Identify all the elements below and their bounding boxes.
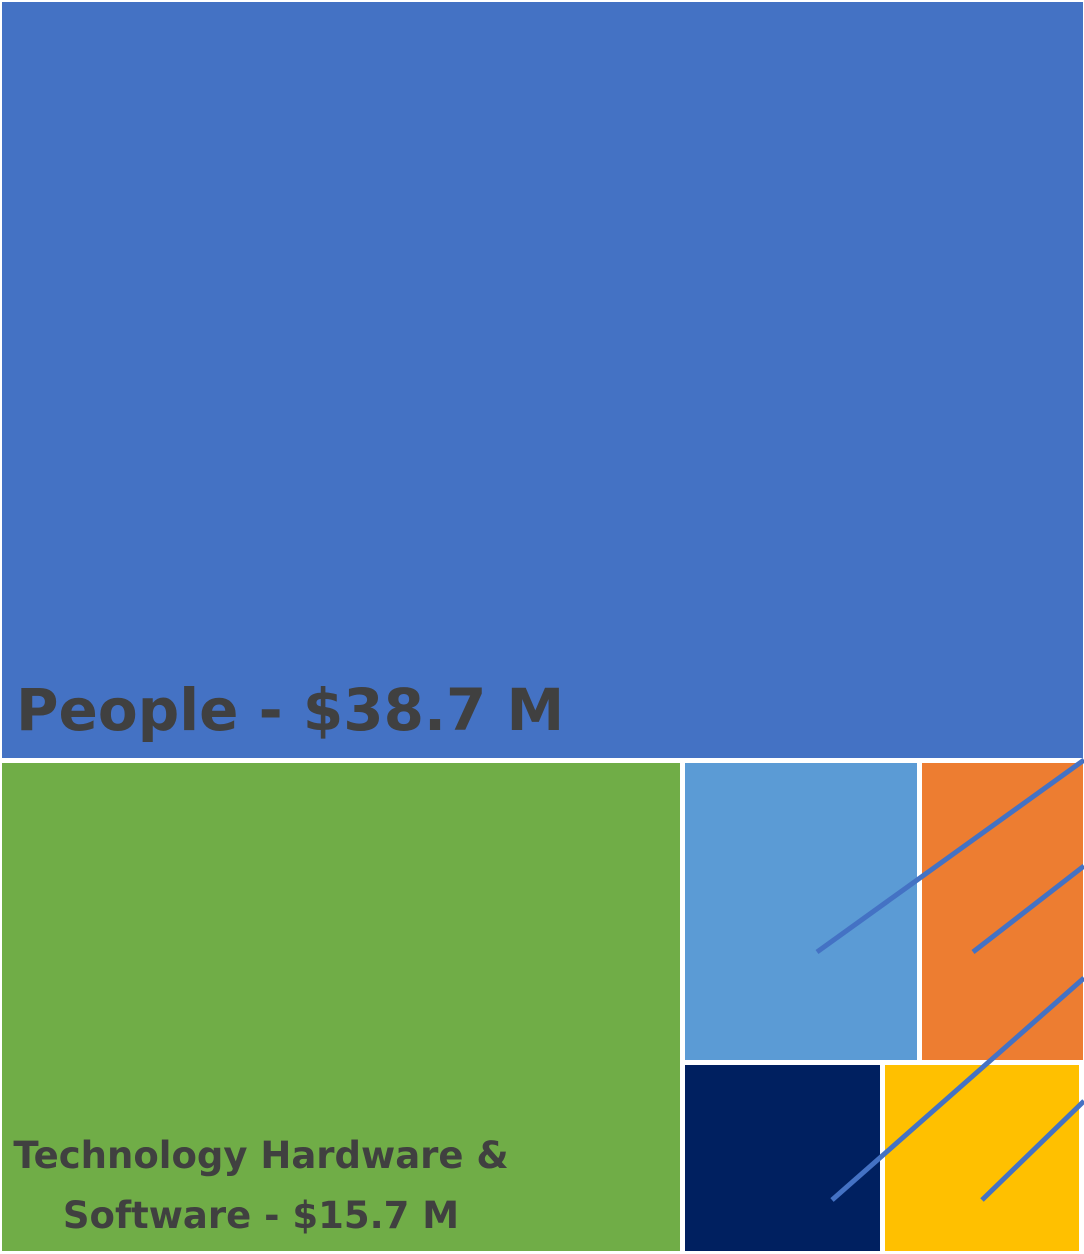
treemap-tile-2 — [2, 763, 680, 1251]
treemap-tile-6 — [885, 1065, 1079, 1251]
leader-line-3 — [830, 976, 1084, 1202]
tile-label-technology-line-1: Technology Hardware & — [13, 1134, 508, 1177]
treemap-tile-5 — [685, 1065, 880, 1251]
leader-line-2 — [971, 864, 1084, 954]
leader-line-1 — [815, 757, 1084, 955]
treemap-tile-1 — [2, 2, 1083, 758]
treemap-tile-3 — [685, 763, 917, 1060]
tile-label-technology-line-2: Software - $15.7 M — [63, 1194, 459, 1237]
leader-line-4 — [980, 1099, 1084, 1202]
treemap-tile-4 — [922, 763, 1083, 1060]
tile-label-people: People - $38.7 M — [16, 676, 564, 744]
